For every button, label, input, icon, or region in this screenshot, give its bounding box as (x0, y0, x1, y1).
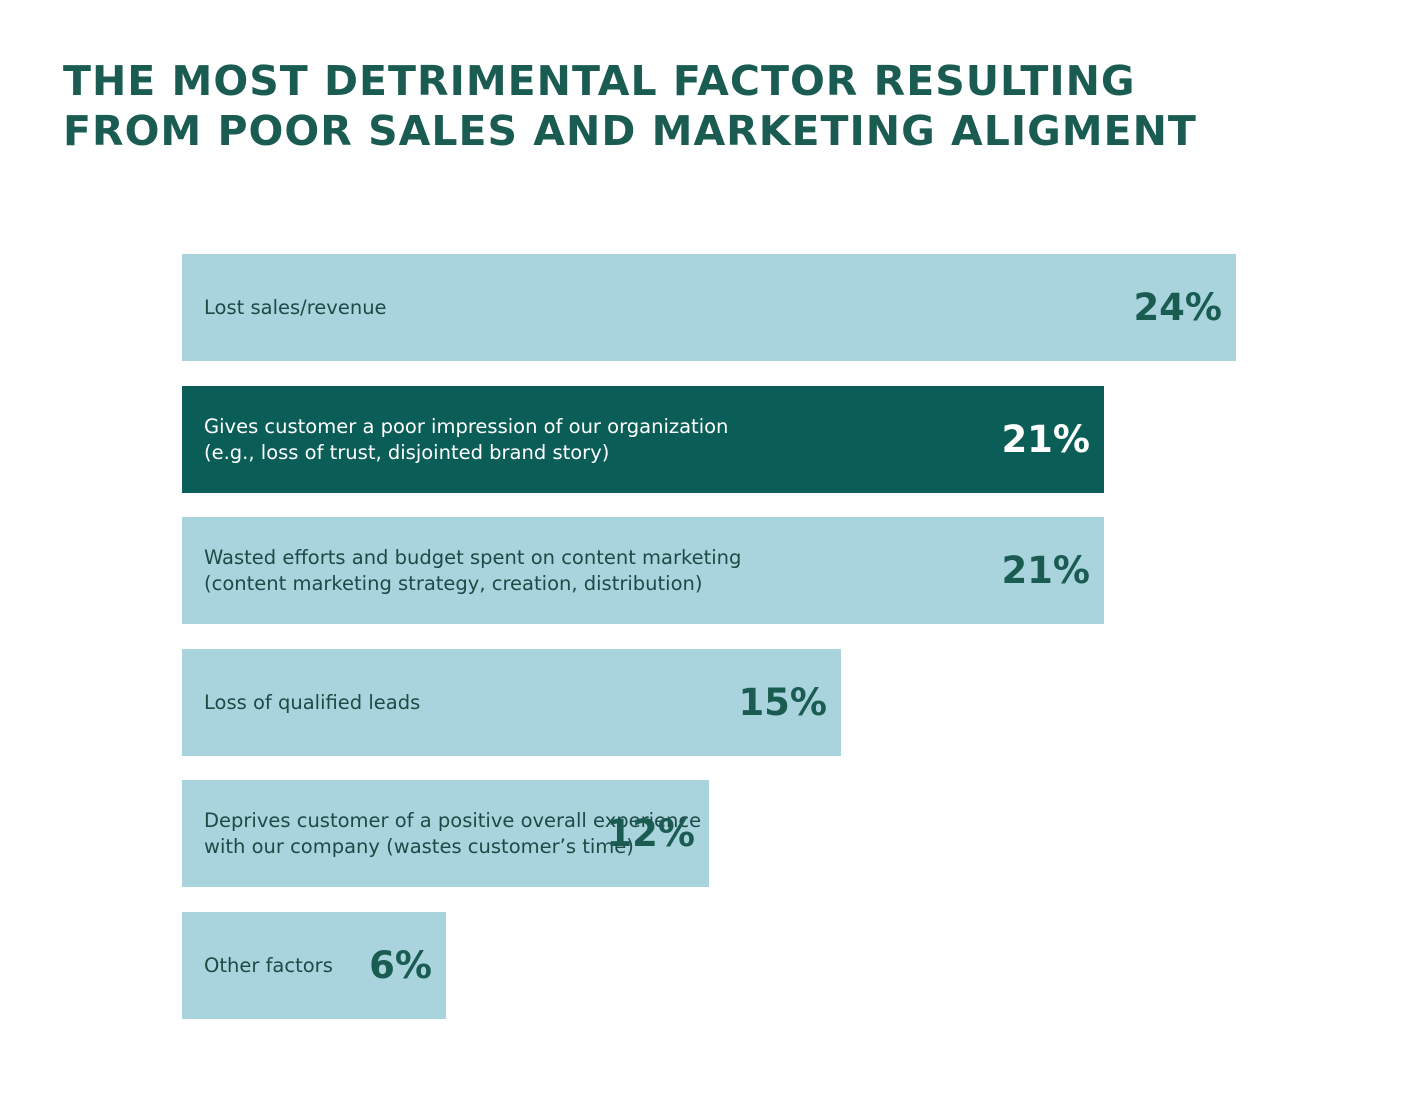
bar-value-label: 6% (369, 943, 432, 987)
bar-label-line: (content marketing strategy, creation, d… (204, 571, 703, 595)
bar-label-line: Other factors (204, 953, 333, 977)
bar-5: Deprives customer of a positive overall … (182, 780, 709, 887)
bar-label: Lost sales/revenue (204, 295, 387, 321)
bar-label: Wasted efforts and budget spent on conte… (204, 545, 741, 597)
bar-label: Gives customer a poor impression of our … (204, 414, 728, 466)
bar-3: Wasted efforts and budget spent on conte… (182, 517, 1104, 624)
bar-label: Other factors (204, 953, 333, 979)
bar-value-label: 21% (1001, 417, 1090, 461)
bar-2: Gives customer a poor impression of our … (182, 386, 1104, 493)
chart-title-line-1: THE MOST DETRIMENTAL FACTOR RESULTING (63, 57, 1136, 105)
bar-label-line: Wasted efforts and budget spent on conte… (204, 545, 742, 569)
bar-label: Loss of qualified leads (204, 690, 420, 716)
bar-value-label: 24% (1133, 285, 1222, 329)
bar-label-line: Gives customer a poor impression of our … (204, 414, 729, 438)
bar-value-label: 15% (738, 680, 827, 724)
bar-6: Other factors 6% (182, 912, 446, 1019)
bar-value-label: 21% (1001, 548, 1090, 592)
bar-label-line: with our company (wastes customer’s time… (204, 834, 634, 858)
bar-label: Deprives customer of a positive overall … (204, 808, 701, 860)
bar-1: Lost sales/revenue 24% (182, 254, 1236, 361)
bar-label-line: Deprives customer of a positive overall … (204, 808, 702, 832)
bar-value-label: 12% (606, 811, 695, 855)
bar-4: Loss of qualified leads 15% (182, 649, 841, 756)
chart-title: THE MOST DETRIMENTAL FACTOR RESULTING FR… (63, 56, 1363, 156)
bar-label-line: (e.g., loss of trust, disjointed brand s… (204, 440, 610, 464)
chart-title-line-2: FROM POOR SALES AND MARKETING ALIGMENT (63, 107, 1197, 155)
bar-chart: Lost sales/revenue 24% Gives customer a po… (182, 0, 1282, 1100)
bar-label-line: Loss of qualified leads (204, 690, 421, 714)
bar-label-line: Lost sales/revenue (204, 295, 387, 319)
